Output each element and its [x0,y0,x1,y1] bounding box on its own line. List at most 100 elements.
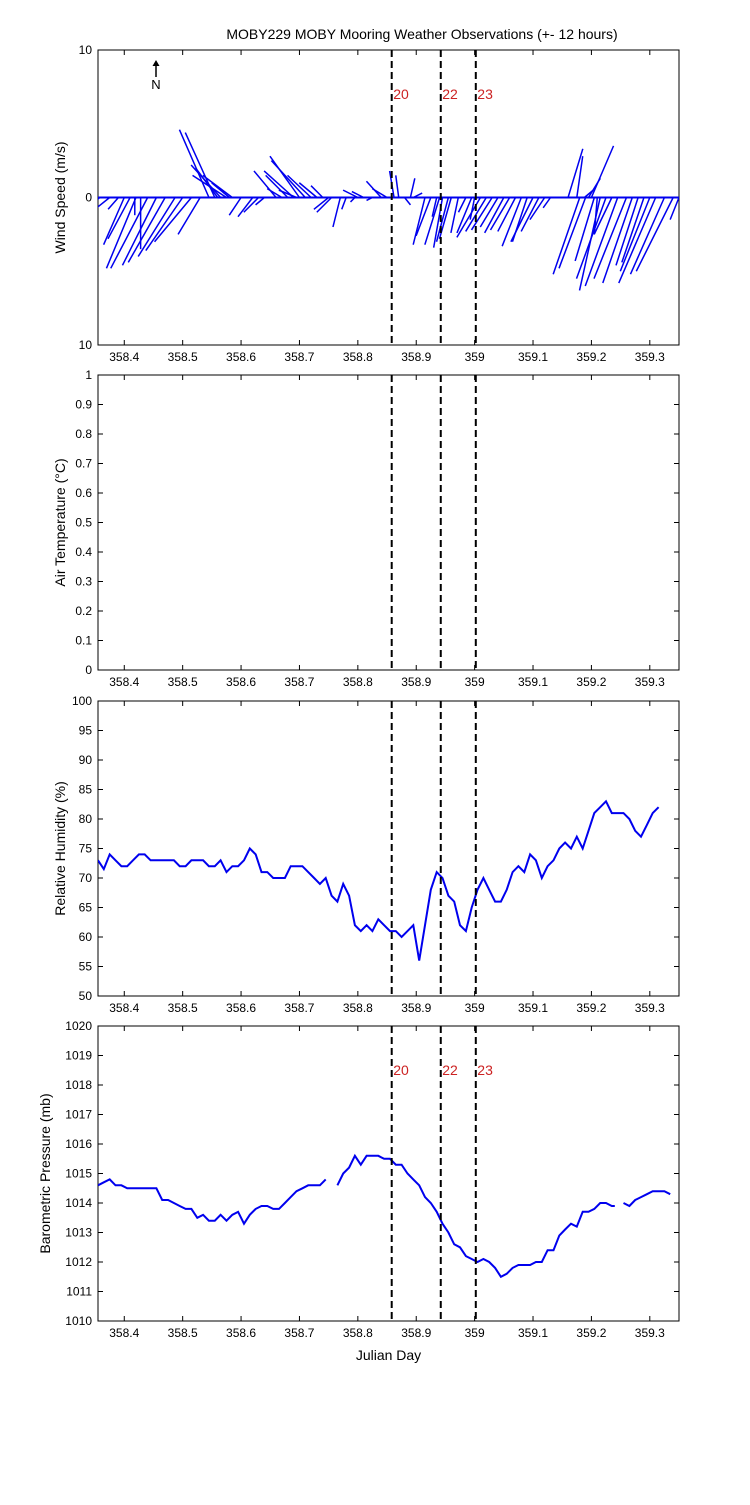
air-temperature-x-tick-label: 358.9 [401,675,431,689]
north-label: N [151,77,160,92]
north-indicator: N [151,60,161,92]
wind-speed-x-tick-label: 358.5 [168,350,198,364]
barometric-pressure-x-tick-label: 359 [465,1326,485,1340]
wind-vector [629,197,666,275]
air-temperature-x-tick-label: 359.3 [635,675,665,689]
wind-vector [590,145,615,198]
relative-humidity-y-tick-label: 65 [79,901,93,915]
wind-vector [574,197,596,262]
barometric-pressure-event-marker-label: 20 [393,1062,409,1078]
wind-speed-x-tick-label: 359.1 [518,350,548,364]
wind-speed-x-tick-label: 358.7 [284,350,314,364]
wind-vector [558,197,587,269]
wind-vector [102,197,125,246]
relative-humidity-x-tick-label: 358.9 [401,1001,431,1015]
barometric-pressure-x-tick-label: 358.8 [343,1326,373,1340]
wind-vector [341,197,347,210]
air-temperature-y-tick-label: 1 [85,368,92,382]
wind-vector [269,155,301,198]
wind-speed-y-axis-label: Wind Speed (m/s) [52,141,68,253]
barometric-pressure-y-tick-label: 1018 [65,1078,92,1092]
air-temperature-x-tick-label: 358.5 [168,675,198,689]
air-temperature-x-tick-label: 359.2 [576,675,606,689]
air-temperature-y-tick-label: 0.1 [75,634,92,648]
wind-vector [371,188,388,199]
wind-vector [483,197,505,234]
wind-vector [489,197,511,231]
wind-vector [412,192,423,199]
wind-vector [552,197,581,275]
barometric-pressure-y-tick-label: 1017 [65,1108,92,1122]
wind-vector [298,182,318,199]
wind-speed-y-tick-label: 10 [79,338,93,352]
air-temperature-y-tick-label: 0.6 [75,486,92,500]
wind-vector [529,197,546,221]
relative-humidity-y-tick-label: 100 [72,694,92,708]
relative-humidity-x-tick-label: 359 [465,1001,485,1015]
barometric-pressure-x-tick-label: 358.9 [401,1326,431,1340]
barometric-pressure-x-tick-label: 359.2 [576,1326,606,1340]
north-arrow-head-icon [152,60,160,66]
barometric-pressure-x-tick-label: 358.6 [226,1326,256,1340]
air-temperature-y-tick-label: 0 [85,663,92,677]
wind-vector [110,197,149,269]
wind-vector [153,197,193,243]
relative-humidity-x-tick-label: 359.1 [518,1001,548,1015]
relative-humidity-y-tick-label: 95 [79,724,93,738]
wind-speed-x-tick-label: 358.9 [401,350,431,364]
wind-vector [255,196,265,206]
wind-vector [456,197,473,234]
wind-vector [424,197,441,245]
barometric-pressure-y-tick-label: 1019 [65,1049,92,1063]
relative-humidity-x-tick-label: 358.4 [109,1001,139,1015]
relative-humidity-y-tick-label: 80 [79,812,93,826]
wind-vector [520,197,540,232]
air-temperature-x-tick-label: 359 [465,675,485,689]
air-temperature-y-tick-label: 0.9 [75,398,92,412]
barometric-pressure-x-tick-label: 358.4 [109,1326,139,1340]
wind-speed-event-marker-label: 20 [393,86,409,102]
barometric-pressure-y-tick-label: 1016 [65,1137,92,1151]
air-temperature-x-tick-label: 358.6 [226,675,256,689]
relative-humidity-y-tick-label: 90 [79,753,93,767]
wind-speed-x-tick-label: 358.6 [226,350,256,364]
wind-vector [145,197,184,252]
barometric-pressure-x-tick-label: 358.5 [168,1326,198,1340]
wind-vector [177,197,201,235]
wind-vector [576,156,584,198]
wind-vector [107,197,131,240]
barometric-pressure-x-tick-label: 359.3 [635,1326,665,1340]
barometric-pressure-y-tick-label: 1013 [65,1226,92,1240]
wind-vector [465,197,487,232]
wind-vector [121,197,158,266]
barometric-pressure-series-line [623,1190,671,1208]
wind-vector [619,197,651,272]
barometric-pressure-x-axis-label: Julian Day [356,1347,421,1363]
wind-speed-x-tick-label: 358.8 [343,350,373,364]
air-temperature-y-tick-label: 0.2 [75,604,92,618]
air-temperature-x-tick-label: 358.7 [284,675,314,689]
wind-vector [669,197,679,220]
wind-vector [137,197,176,257]
wind-vector [366,196,373,202]
relative-humidity-y-tick-label: 55 [79,960,93,974]
barometric-pressure-y-tick-label: 1015 [65,1167,92,1181]
wind-vector [127,197,166,263]
wind-vector [409,178,416,198]
air-temperature-y-tick-label: 0.7 [75,457,92,471]
wind-vector [584,197,619,287]
barometric-pressure-event-marker-label: 23 [477,1062,493,1078]
air-temperature-axes-box [97,374,680,671]
wind-vector [431,197,438,217]
barometric-pressure-y-tick-label: 1010 [65,1314,92,1328]
wind-vector [228,197,242,216]
wind-vector [263,170,295,199]
relative-humidity-x-tick-label: 359.2 [576,1001,606,1015]
wind-vector [349,196,356,203]
wind-vector [593,197,613,235]
barometric-pressure-series-line [98,1178,327,1226]
wind-vector [479,197,499,228]
wind-vector [313,196,330,210]
wind-vector [265,174,289,199]
relative-humidity-x-tick-label: 359.3 [635,1001,665,1015]
